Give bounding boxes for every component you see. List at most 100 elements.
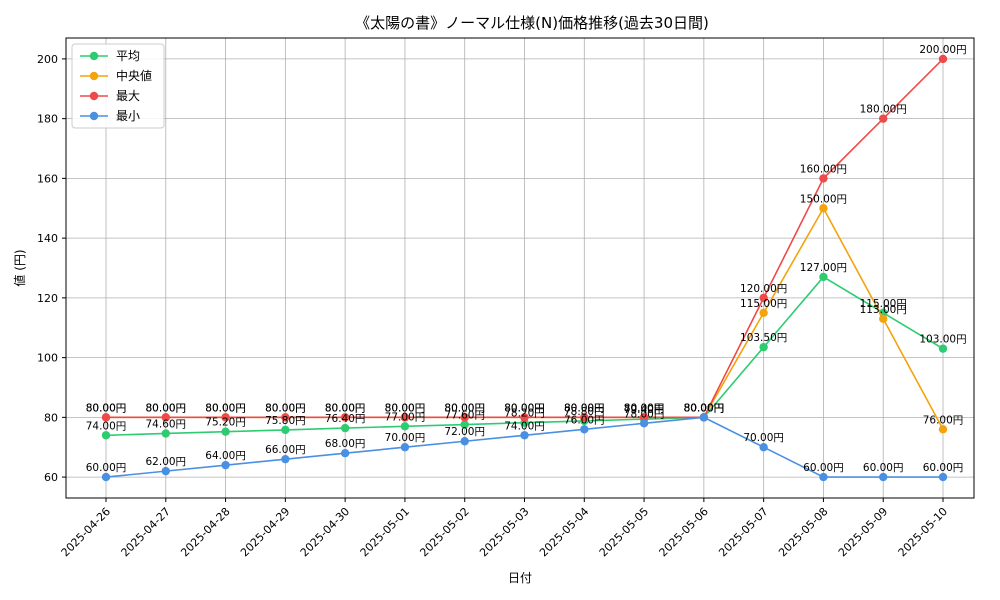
series-2-point [938,54,948,64]
x-tick-label: 2025-04-27 [119,505,173,559]
series-2-point [281,413,290,422]
x-tick-label: 2025-05-01 [358,505,412,559]
series-3-data-label: 68.00円 [325,438,366,450]
series-3-point [101,472,111,482]
series-1-point [819,204,828,213]
series-1-data-label: 80.00円 [86,402,127,414]
series-3-point [161,466,170,476]
series-1-data-label: 150.00円 [800,193,847,205]
series-3-data-label: 64.00円 [205,450,246,462]
series-0-point [400,422,410,431]
series-1-data-label: 80.00円 [564,402,605,414]
series-3-data-label: 60.00円 [803,462,844,474]
series-3-point [580,425,589,434]
series-1-data-label: 113.00円 [860,304,907,316]
y-tick-label: 120 [37,292,58,305]
series-1-data-label: 80.00円 [684,402,725,414]
legend-marker-0 [89,51,99,61]
series-2-point [520,413,529,422]
legend-marker-1 [89,71,99,81]
x-tick-label: 2025-05-03 [477,505,531,559]
series-0-data-label: 77.00円 [385,411,426,423]
series-2-data-label: 120.00円 [740,283,787,295]
series-1-data-label: 80.00円 [444,402,485,414]
series-2-point [221,413,230,422]
series-0-data-label: 80.00円 [684,402,725,414]
series-0-data-label: 103.50円 [740,332,787,344]
series-0-point [819,272,828,282]
series-2-data-label: 80.00円 [325,402,366,414]
series-1-data-label: 76.00円 [923,414,964,426]
series-3-point [639,419,649,428]
series-3-point [221,460,230,470]
y-tick-label: 100 [37,352,58,365]
series-0-data-label: 127.00円 [800,262,847,274]
series-3-data-label: 70.00円 [743,432,784,444]
series-0-data-label: 78.20円 [504,408,545,420]
x-tick-label: 2025-04-28 [178,505,232,559]
y-tick-label: 60 [44,471,58,484]
series-3-point [460,437,469,446]
series-3-point [340,448,350,458]
series-0-data-label: 115.00円 [860,298,907,310]
series-0-data-label: 76.40円 [325,413,366,425]
series-1-point [938,425,948,434]
series-3-point [400,443,410,452]
series-0-data-label: 74.00円 [86,420,127,432]
series-3-point [938,472,948,482]
x-tick-label: 2025-04-30 [298,505,352,559]
x-tick-label: 2025-05-04 [537,505,591,559]
series-3-data-label: 66.00円 [265,444,306,456]
y-axis-ticks: 60 80 100 120 140 160 180 200 [37,53,66,484]
x-axis-label: 日付 [508,571,532,585]
series-1-data-label: 80.00円 [385,402,426,414]
series-3-point [281,454,290,464]
y-tick-label: 160 [37,172,58,185]
series-3-point [819,472,828,482]
series-0-data-label: 74.60円 [146,418,187,430]
series-0-point [340,423,350,433]
series-0-point [938,344,948,353]
series-0-point [101,431,111,440]
series-0-data-label: 77.60円 [444,410,485,422]
y-tick-label: 200 [37,53,58,66]
series-1-data-label: 80.00円 [504,402,545,414]
series-1-data-label: 80.00円 [205,402,246,414]
series-2-point [580,413,589,422]
y-tick-label: 140 [37,232,58,245]
series-0-point [281,425,290,435]
series-0-point [759,342,768,352]
series-0-data-label: 75.20円 [205,417,246,429]
series-3-data-label: 80.00円 [684,402,725,414]
series-3-point [759,443,768,452]
x-tick-label: 2025-05-06 [657,505,711,559]
series-2-data-label: 80.00円 [265,402,306,414]
series-2-data-label: 80.00円 [564,402,605,414]
series-1-data-label: 80.00円 [146,402,187,414]
series-1-data-label: 80.00円 [265,402,306,414]
series-3-data-label: 76.00円 [564,414,605,426]
series-0-point [460,420,469,429]
series-3-data-label: 78.00円 [624,408,665,420]
series-2-data-label: 80.00円 [684,402,725,414]
y-tick-label: 80 [44,411,58,424]
series-2-data-label: 80.00円 [385,402,426,414]
series-3-point [699,413,709,422]
series-2-point [161,413,170,422]
series-group [101,54,948,482]
series-3-point [520,431,529,440]
series-2-data-label: 200.00円 [919,44,966,56]
legend-box [71,43,165,129]
series-2-point [101,413,111,422]
series-2-point [759,293,768,303]
series-1-point [759,308,768,318]
series-2-data-label: 180.00円 [860,104,907,116]
x-tick-label: 2025-05-05 [597,505,651,559]
series-2-data-label: 80.00円 [444,402,485,414]
series-2-data-label: 80.00円 [146,402,187,414]
series-2-data-label: 160.00円 [800,163,847,175]
series-2-data-label: 80.00円 [624,402,665,414]
series-2-data-label: 80.00円 [504,402,545,414]
